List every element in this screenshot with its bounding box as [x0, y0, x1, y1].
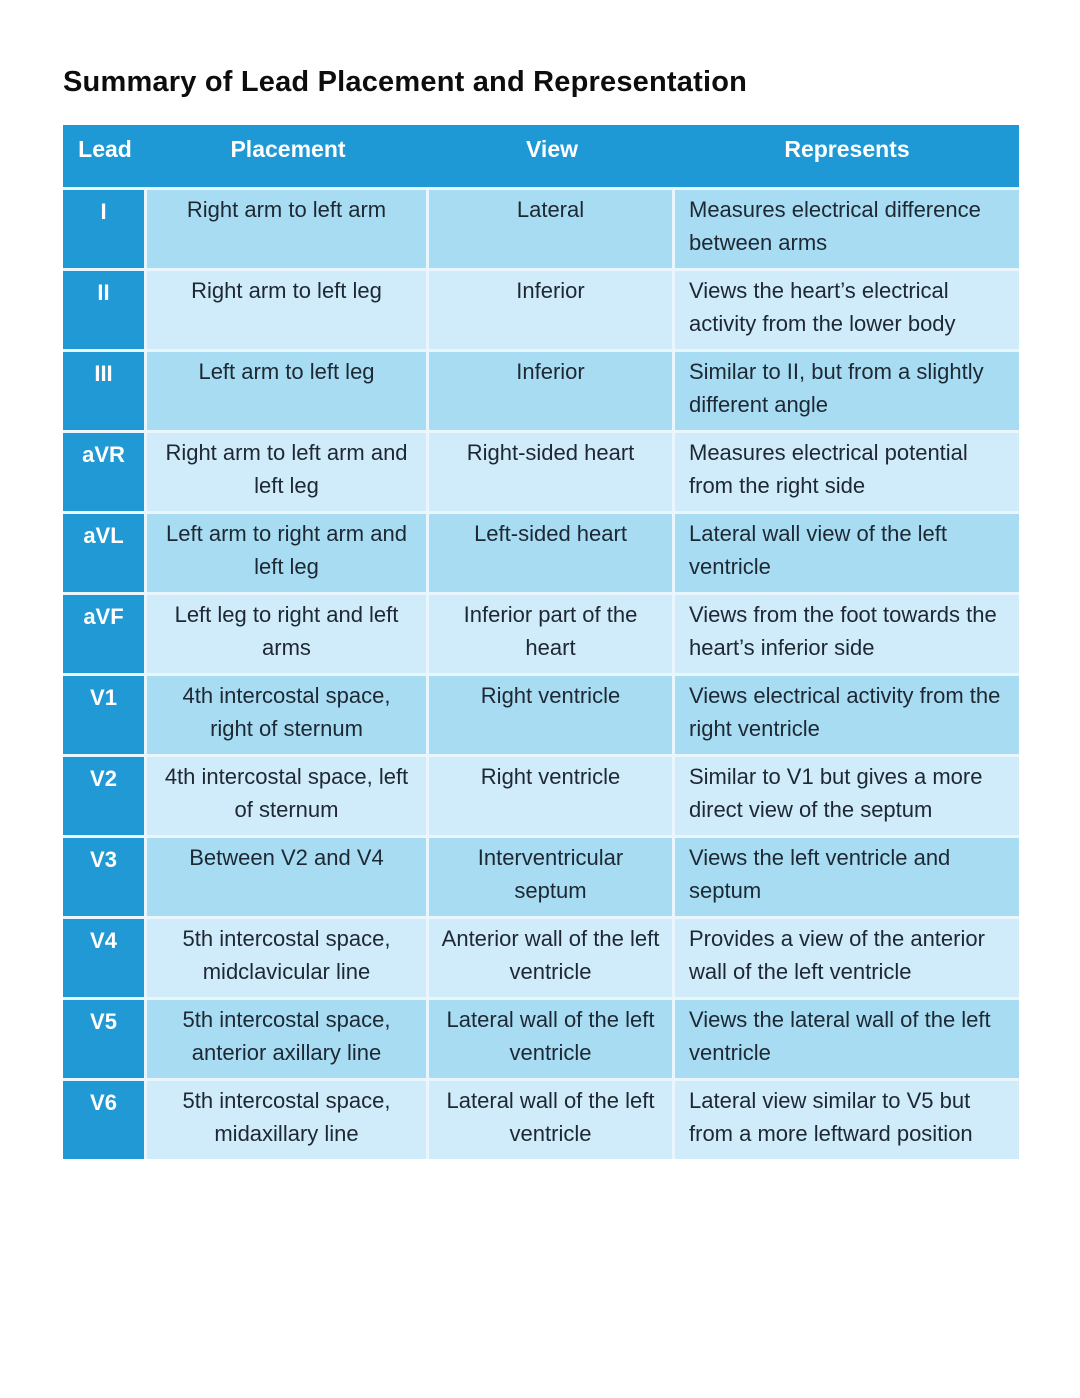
- view-cell: Anterior wall of the left ventricle: [429, 919, 675, 1000]
- represents-cell: Lateral view similar to V5 but from a mo…: [675, 1081, 1019, 1159]
- lead-cell: V1: [63, 676, 147, 757]
- table-header-row: Lead Placement View Represents: [63, 125, 1019, 190]
- table-body: I Right arm to left arm Lateral Measures el…: [63, 190, 1019, 1159]
- view-cell: Right ventricle: [429, 676, 675, 757]
- view-cell: Left-sided heart: [429, 514, 675, 595]
- placement-cell: Right arm to left arm and left leg: [147, 433, 429, 514]
- placement-cell: Right arm to left leg: [147, 271, 429, 352]
- represents-cell: Measures electrical difference between a…: [675, 190, 1019, 271]
- table-row-V2: V2 4th intercostal space, left of sternum…: [63, 757, 1019, 838]
- page-title: Summary of Lead Placement and Representa…: [63, 66, 748, 98]
- lead-cell: V3: [63, 838, 147, 919]
- represents-cell: Similar to II, but from a slightly diffe…: [675, 352, 1019, 433]
- lead-cell: aVF: [63, 595, 147, 676]
- column-header-placement: Placement: [147, 125, 429, 190]
- represents-cell: Similar to V1 but gives a more direct vi…: [675, 757, 1019, 838]
- represents-cell: Lateral wall view of the left ventricle: [675, 514, 1019, 595]
- view-cell: Inferior: [429, 352, 675, 433]
- represents-cell: Views the lateral wall of the left ventr…: [675, 1000, 1019, 1081]
- column-header-view: View: [429, 125, 675, 190]
- lead-cell: V2: [63, 757, 147, 838]
- placement-cell: Left arm to right arm and left leg: [147, 514, 429, 595]
- view-cell: Interventricular septum: [429, 838, 675, 919]
- table-row-II: II Right arm to left leg Inferior Views the…: [63, 271, 1019, 352]
- represents-cell: Views the left ventricle and septum: [675, 838, 1019, 919]
- lead-cell: II: [63, 271, 147, 352]
- view-cell: Right ventricle: [429, 757, 675, 838]
- represents-cell: Views the heart’s electrical activity fr…: [675, 271, 1019, 352]
- column-header-represents: Represents: [675, 125, 1019, 190]
- table-row-aVF: aVF Left leg to right and left arms Inferi…: [63, 595, 1019, 676]
- view-cell: Inferior: [429, 271, 675, 352]
- lead-cell: V4: [63, 919, 147, 1000]
- table-row-V1: V1 4th intercostal space, right of sternu…: [63, 676, 1019, 757]
- table-row-V6: V6 5th intercostal space, midaxillary lin…: [63, 1081, 1019, 1159]
- column-header-lead: Lead: [63, 125, 147, 190]
- lead-cell: V6: [63, 1081, 147, 1159]
- represents-cell: Provides a view of the anterior wall of …: [675, 919, 1019, 1000]
- represents-cell: Views from the foot towards the heart’s …: [675, 595, 1019, 676]
- placement-cell: Right arm to left arm: [147, 190, 429, 271]
- view-cell: Lateral wall of the left ventricle: [429, 1000, 675, 1081]
- placement-cell: 5th intercostal space, anterior axillary…: [147, 1000, 429, 1081]
- represents-cell: Measures electrical potential from the r…: [675, 433, 1019, 514]
- lead-cell: I: [63, 190, 147, 271]
- table-row-aVL: aVL Left arm to right arm and left leg Lef…: [63, 514, 1019, 595]
- table-row-V4: V4 5th intercostal space, midclavicular l…: [63, 919, 1019, 1000]
- placement-cell: 4th intercostal space, right of sternum: [147, 676, 429, 757]
- lead-cell: aVR: [63, 433, 147, 514]
- table-row-V3: V3 Between V2 and V4 Interventricular sept…: [63, 838, 1019, 919]
- placement-cell: 5th intercostal space, midclavicular lin…: [147, 919, 429, 1000]
- table-row-I: I Right arm to left arm Lateral Measures el…: [63, 190, 1019, 271]
- view-cell: Inferior part of the heart: [429, 595, 675, 676]
- lead-placement-table: Lead Placement View Represents I Right ar…: [63, 125, 1019, 1159]
- placement-cell: 4th intercostal space, left of sternum: [147, 757, 429, 838]
- view-cell: Lateral wall of the left ventricle: [429, 1081, 675, 1159]
- lead-cell: III: [63, 352, 147, 433]
- placement-cell: 5th intercostal space, midaxillary line: [147, 1081, 429, 1159]
- lead-cell: V5: [63, 1000, 147, 1081]
- table-row-V5: V5 5th intercostal space, anterior axilla…: [63, 1000, 1019, 1081]
- table-row-III: III Left arm to left leg Inferior Similar t…: [63, 352, 1019, 433]
- placement-cell: Left arm to left leg: [147, 352, 429, 433]
- lead-cell: aVL: [63, 514, 147, 595]
- view-cell: Lateral: [429, 190, 675, 271]
- placement-cell: Left leg to right and left arms: [147, 595, 429, 676]
- placement-cell: Between V2 and V4: [147, 838, 429, 919]
- table-row-aVR: aVR Right arm to left arm and left leg Rig…: [63, 433, 1019, 514]
- view-cell: Right-sided heart: [429, 433, 675, 514]
- represents-cell: Views electrical activity from the right…: [675, 676, 1019, 757]
